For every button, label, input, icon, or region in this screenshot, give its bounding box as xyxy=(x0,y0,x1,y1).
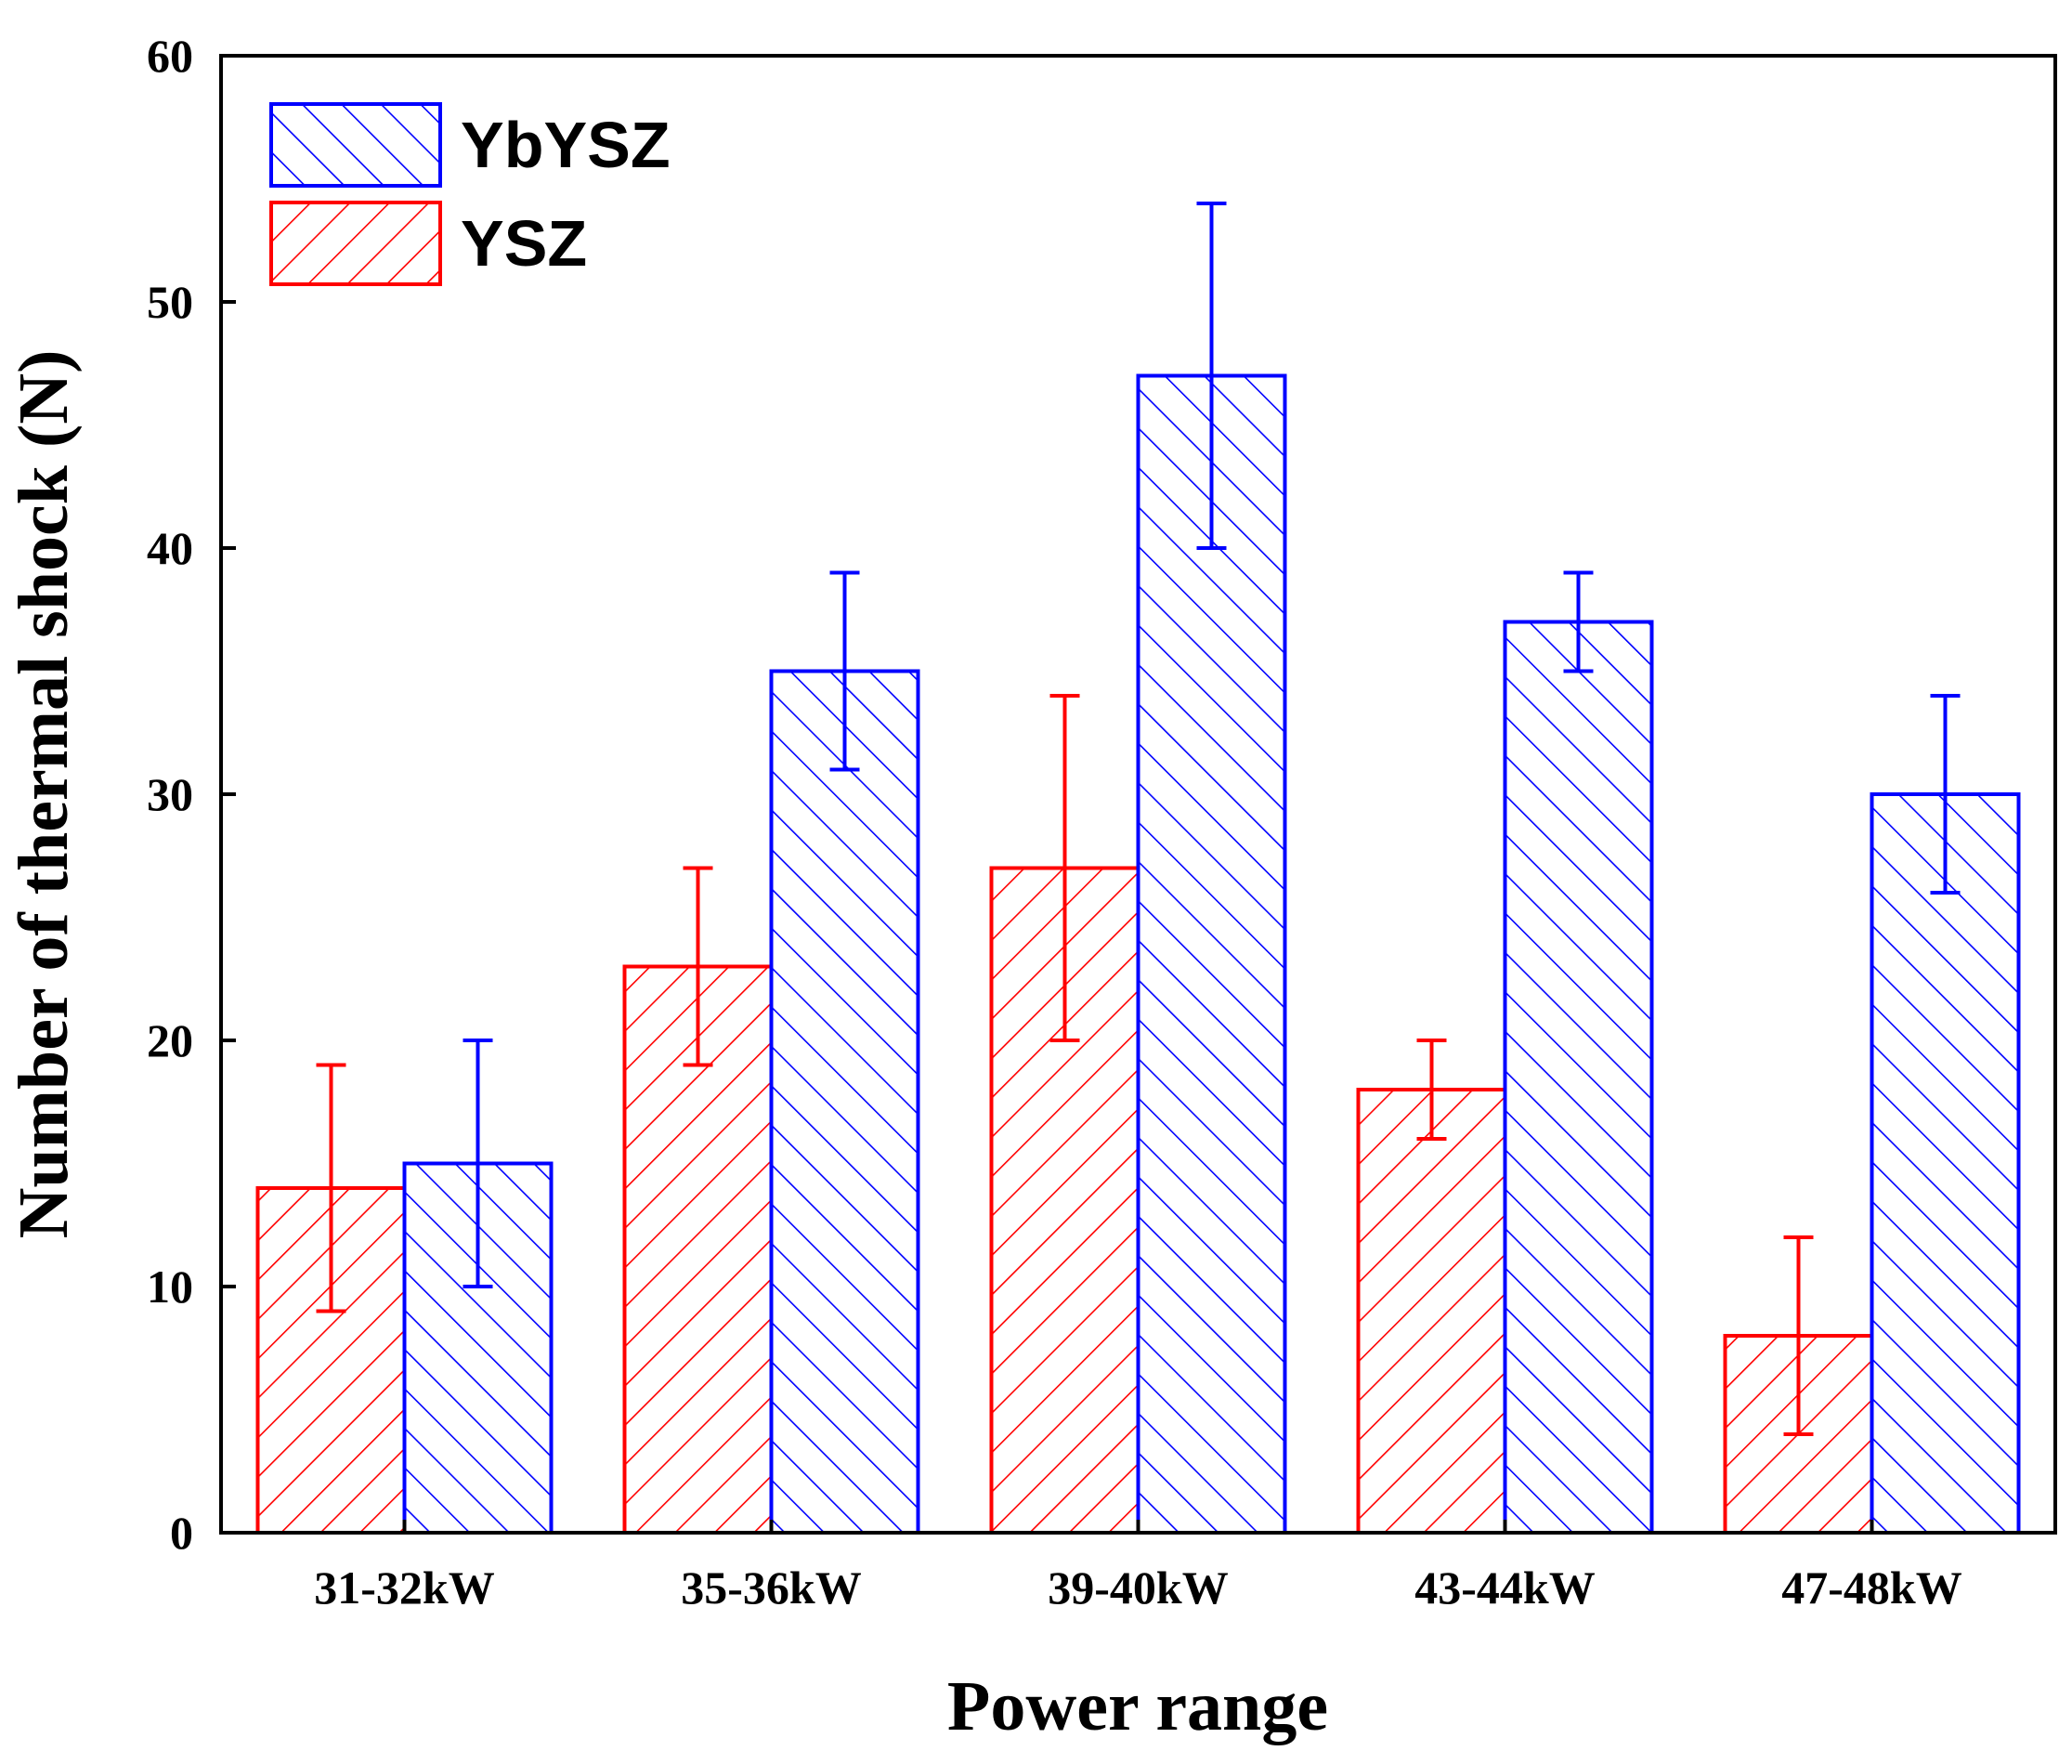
y-tick-label: 60 xyxy=(147,30,193,82)
y-tick-label: 0 xyxy=(170,1507,193,1559)
bar-ybysz-47-48kw xyxy=(1870,792,2021,1535)
bar-ybysz-43-44kw xyxy=(1503,620,1654,1535)
x-tick-label: 35-36kW xyxy=(681,1561,861,1614)
x-tick-label: 47-48kW xyxy=(1781,1561,1961,1614)
bar-ybysz-35-36kw xyxy=(769,669,920,1535)
y-tick-label: 30 xyxy=(147,768,193,820)
error-bars-layer xyxy=(316,202,1961,1436)
x-axis: 31-32kW 35-36kW 39-40kW 43-44kW 47-48kW xyxy=(314,1520,1962,1614)
y-tick-label: 20 xyxy=(147,1014,193,1066)
x-tick-label: 39-40kW xyxy=(1048,1561,1228,1614)
y-axis: 0 10 20 30 40 50 60 xyxy=(147,30,236,1559)
legend-label-ysz: YSZ xyxy=(461,207,587,280)
legend: YbYSZ YSZ xyxy=(269,102,671,286)
x-tick-label: 31-32kW xyxy=(314,1561,494,1614)
x-axis-title: Power range xyxy=(947,1667,1328,1745)
bars-layer xyxy=(255,373,2021,1535)
legend-swatch-ysz xyxy=(269,201,442,286)
y-tick-label: 50 xyxy=(147,276,193,328)
bar-ysz-43-44kw xyxy=(1356,1088,1507,1535)
legend-label-ybysz: YbYSZ xyxy=(461,109,671,181)
y-axis-title: Number of thermal shock (N) xyxy=(5,350,83,1239)
y-tick-label: 40 xyxy=(147,522,193,574)
y-tick-label: 10 xyxy=(147,1261,193,1313)
bar-ybysz-39-40kw xyxy=(1136,373,1287,1535)
legend-swatch-ybysz xyxy=(269,102,442,188)
x-tick-label: 43-44kW xyxy=(1414,1561,1595,1614)
